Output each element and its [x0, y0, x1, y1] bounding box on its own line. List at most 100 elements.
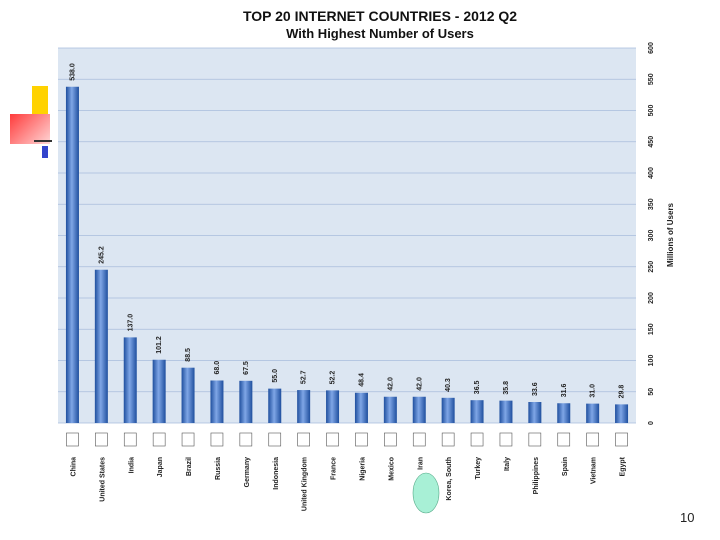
flag-icon	[66, 432, 79, 447]
value-label: 31.0	[590, 384, 597, 398]
flag-icon	[239, 432, 253, 447]
category-label: Spain	[562, 457, 569, 476]
red-gradient-decoration	[10, 114, 50, 144]
flag-icon	[528, 432, 542, 447]
y-tick-label: 500	[648, 105, 655, 117]
y-tick-label: 550	[648, 73, 655, 85]
category-label: Indonesia	[273, 457, 280, 490]
flag-icon	[384, 432, 397, 447]
category-label: Iran	[417, 457, 424, 470]
bar	[615, 404, 629, 423]
y-tick-label: 250	[648, 261, 655, 273]
flag-icon	[499, 432, 513, 447]
category-label: France	[331, 457, 338, 480]
flag-icon	[326, 432, 339, 447]
category-label: India	[128, 457, 135, 473]
y-tick-label: 350	[648, 198, 655, 210]
value-label: 31.6	[561, 384, 568, 398]
bar	[65, 86, 79, 423]
bar	[528, 402, 542, 423]
y-tick-label: 50	[648, 388, 655, 396]
bar	[210, 380, 224, 423]
yellow-square-decoration	[32, 86, 48, 114]
flag-icon	[557, 432, 571, 447]
flag-icon	[355, 432, 368, 447]
chart-title: TOP 20 INTERNET COUNTRIES - 2012 Q2	[242, 8, 518, 24]
category-label: Egypt	[620, 456, 627, 476]
flag-icon	[181, 432, 195, 447]
category-label: Turkey	[475, 457, 482, 480]
category-label: Philippines	[533, 457, 540, 494]
category-label: China	[70, 457, 77, 477]
value-label: 35.8	[503, 381, 510, 395]
y-tick-label: 200	[648, 292, 655, 304]
bar	[383, 396, 397, 423]
category-label: United Kingdom	[302, 457, 309, 511]
value-label: 68.0	[214, 361, 221, 375]
value-label: 67.5	[243, 361, 250, 375]
y-tick-label: 100	[648, 355, 655, 367]
flag-icon	[123, 432, 137, 447]
value-label: 101.2	[156, 336, 163, 354]
bar	[557, 403, 571, 423]
slide-number: 10	[680, 510, 695, 525]
bar	[499, 400, 513, 423]
y-axis-label: Millions of Users	[666, 202, 675, 267]
flag-icon	[441, 432, 455, 447]
category-label: Russia	[215, 457, 222, 480]
chart-subtitle: With Highest Number of Users	[286, 26, 474, 41]
flag-icon	[95, 432, 108, 447]
bar	[586, 403, 600, 423]
category-label: Nigeria	[359, 457, 366, 481]
flag-icon	[152, 432, 166, 447]
category-label: Japan	[157, 457, 164, 477]
flag-icon	[297, 432, 310, 447]
bar	[412, 396, 426, 423]
value-label: 42.0	[387, 377, 394, 391]
bar	[181, 367, 195, 423]
bar	[297, 390, 311, 423]
y-tick-label: 0	[648, 421, 655, 425]
bar	[441, 397, 455, 423]
bar	[123, 337, 137, 423]
iran-highlight-oval	[412, 472, 440, 514]
y-tick-label: 600	[648, 42, 655, 54]
flag-icon	[470, 432, 484, 447]
flag-icon	[210, 432, 224, 447]
value-label: 55.0	[272, 369, 279, 383]
category-label: Korea, South	[446, 457, 453, 501]
value-label: 33.6	[532, 382, 539, 396]
y-tick-label: 400	[648, 167, 655, 179]
y-tick-label: 450	[648, 136, 655, 148]
blue-square-decoration	[42, 146, 48, 158]
value-label: 52.7	[301, 370, 308, 384]
value-label: 36.5	[474, 380, 481, 394]
value-label: 137.0	[127, 314, 134, 332]
value-label: 29.8	[619, 385, 626, 399]
dark-line-decoration	[34, 140, 52, 142]
value-label: 52.2	[330, 371, 337, 385]
flag-icon	[586, 432, 599, 447]
category-label: United States	[99, 457, 106, 502]
bar	[470, 400, 484, 423]
bar	[152, 359, 166, 423]
flag-icon	[412, 432, 426, 447]
y-tick-label: 300	[648, 230, 655, 242]
value-label: 245.2	[98, 246, 105, 264]
value-label: 538.0	[69, 63, 76, 81]
bar	[94, 269, 108, 423]
y-tick-label: 150	[648, 323, 655, 335]
bar	[326, 390, 340, 423]
value-label: 88.5	[185, 348, 192, 362]
category-label: Mexico	[388, 457, 395, 481]
category-label: Germany	[244, 457, 251, 487]
value-label: 40.3	[445, 378, 452, 392]
flag-icon	[615, 432, 628, 447]
value-label: 48.4	[358, 373, 365, 387]
category-label: Vietnam	[591, 457, 598, 484]
bar	[239, 380, 253, 423]
flag-icon	[268, 432, 282, 447]
bar	[354, 392, 368, 423]
bar	[268, 388, 282, 423]
